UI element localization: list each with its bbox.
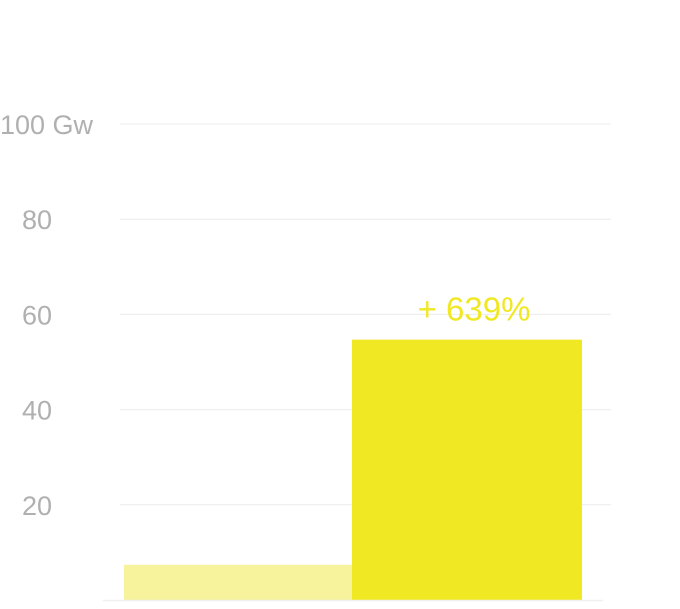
bar-1 [124,564,352,600]
y-tick-label: 100 Gw [0,110,94,140]
y-tick-label: 40 [22,396,52,426]
increase-annotation: + 639% [418,291,531,328]
bar-2 [352,339,582,600]
y-tick-label: 80 [22,205,52,235]
y-tick-label: 20 [22,491,52,521]
y-tick-label: 60 [22,300,52,330]
